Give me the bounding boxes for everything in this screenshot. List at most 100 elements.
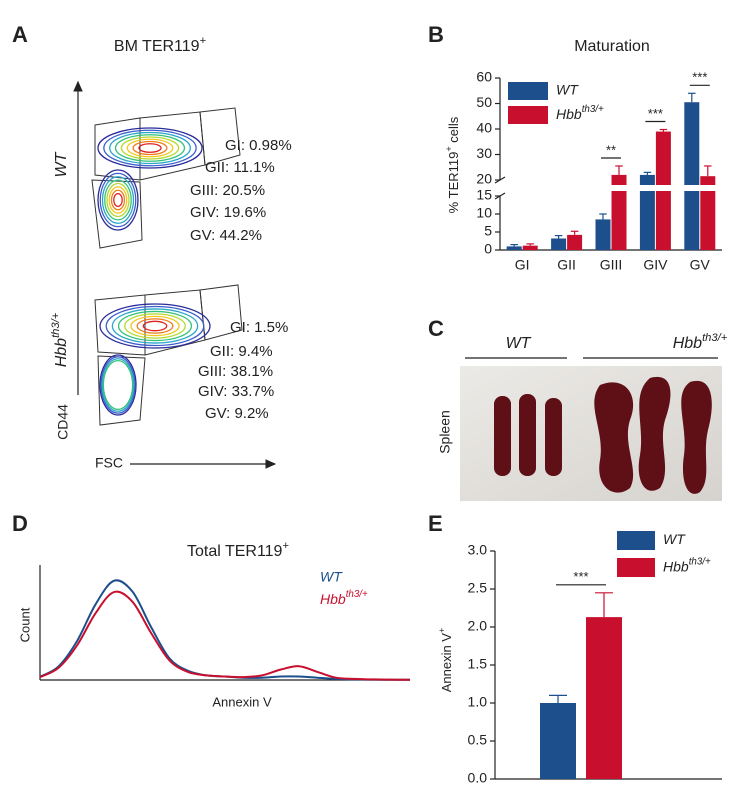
contour (132, 140, 168, 156)
significance: *** (648, 106, 663, 121)
error-bar (615, 165, 623, 175)
y-tick-label: 60 (476, 69, 492, 85)
contour (97, 169, 139, 231)
contour (130, 315, 180, 337)
contour (106, 364, 131, 405)
superscript: + (200, 35, 207, 47)
row-label: Spleen (437, 410, 453, 454)
significance: *** (692, 70, 707, 85)
contour (111, 308, 199, 344)
gate-label: GV: 9.2% (205, 405, 269, 422)
axis-label: CD44 (55, 404, 71, 440)
y-tick-label: 0 (484, 241, 492, 257)
bar (639, 174, 655, 250)
contour (109, 131, 191, 165)
superscript: + (282, 540, 289, 552)
x-tick-label: GII (557, 257, 576, 273)
contour (105, 305, 205, 347)
spleen (494, 396, 511, 476)
break-mark (494, 176, 506, 184)
superscript: th3/+ (702, 332, 728, 344)
x-axis-label: Annexin V (212, 694, 272, 709)
spleen (594, 382, 634, 493)
y-tick-label: 50 (476, 94, 492, 110)
x-tick-label: GIV (643, 257, 668, 273)
contour (120, 136, 180, 160)
gate-label: GII: 9.4% (210, 343, 273, 360)
y-tick-label: 3.0 (468, 542, 488, 558)
gate-label: GIV: 19.6% (190, 204, 266, 221)
panel-title: BM TER119+ (114, 35, 206, 55)
spleen (681, 380, 712, 494)
gate-label: GV: 44.2% (190, 227, 262, 244)
contour (113, 192, 123, 208)
error-bar (549, 694, 567, 703)
legend-label: Hbbth3/+ (663, 557, 711, 575)
contour (97, 127, 203, 169)
gates (91, 107, 243, 426)
superscript: th3/+ (346, 589, 368, 600)
legend-label: WT (663, 531, 686, 547)
contour (105, 363, 132, 408)
y-axis-label: Annexin V+ (437, 628, 454, 693)
axis-break (501, 185, 723, 191)
contour (108, 186, 128, 214)
error-bar (704, 165, 712, 177)
legend-swatch (617, 558, 655, 577)
contour (101, 358, 135, 412)
bar (506, 246, 522, 250)
plot-label: WT (53, 151, 70, 177)
panel-letter: C (428, 316, 444, 341)
y-tick-label: 0.5 (468, 732, 488, 748)
contour (104, 179, 132, 221)
error-bar (554, 235, 563, 239)
legend-swatch (617, 531, 655, 550)
bar (586, 617, 622, 779)
text-part: Hbb (663, 558, 689, 574)
gate-label: GIII: 20.5% (190, 182, 265, 199)
superscript: th3/+ (582, 104, 604, 115)
panel-letter: D (12, 511, 28, 536)
y-tick-label: 40 (476, 120, 492, 136)
error-bar (659, 128, 668, 132)
break-mark (494, 192, 506, 200)
error-bar (526, 243, 534, 246)
text-part: Hbb (673, 335, 702, 352)
text-part: Hbb (53, 338, 70, 367)
chart-title: Total TER119+ (187, 540, 289, 560)
y-tick-label: 1.5 (468, 656, 488, 672)
superscript: th3/+ (50, 312, 62, 338)
gate-label: GIII: 38.1% (198, 363, 273, 380)
gate (91, 179, 143, 249)
legend-swatch (508, 82, 548, 100)
contour (126, 138, 174, 158)
significance: *** (573, 569, 588, 584)
legend-label: WT (320, 569, 343, 585)
bar (684, 102, 700, 250)
contour (101, 176, 135, 224)
axis-label: FSC (95, 455, 123, 471)
error-bar (510, 244, 518, 247)
contour (99, 172, 137, 228)
error-bar (643, 171, 652, 175)
bar (595, 219, 611, 250)
legend-swatch (508, 106, 548, 124)
legend-label: Hbbth3/+ (556, 104, 604, 122)
contour (103, 129, 197, 167)
bar (700, 176, 716, 250)
gate-label: GI: 1.5% (230, 319, 288, 336)
error-bar (570, 230, 579, 235)
contour (99, 354, 137, 416)
line (39, 590, 411, 681)
text-part: Hbb (556, 106, 582, 122)
contour (99, 303, 211, 349)
contour (107, 366, 130, 404)
contour (117, 310, 193, 342)
gate-label: GI: 0.98% (225, 137, 292, 154)
plot-label: Hbbth3/+ (50, 312, 70, 367)
x-tick-label: GIII (600, 257, 623, 273)
x-tick-label: GI (515, 257, 530, 273)
contour-plots (97, 127, 211, 416)
legend-label: Hbbth3/+ (320, 589, 368, 607)
superscript: th3/+ (689, 557, 711, 568)
